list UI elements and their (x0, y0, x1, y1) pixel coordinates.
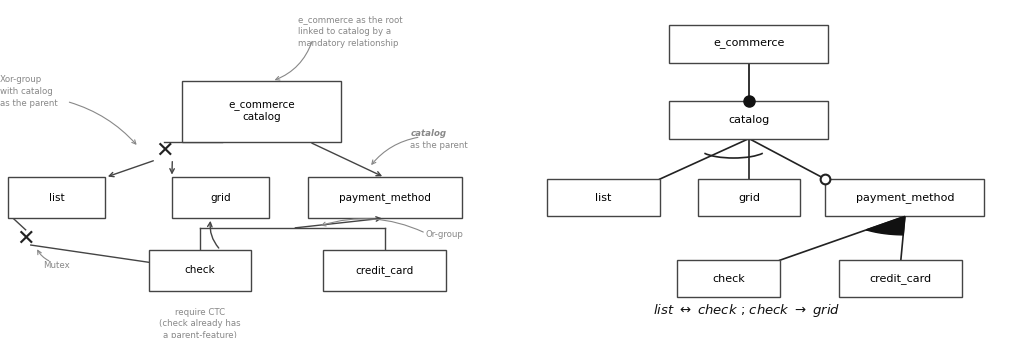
Bar (547, 179, 660, 216)
Text: ✕: ✕ (16, 228, 35, 248)
Text: e_commerce: e_commerce (713, 39, 785, 49)
Text: grid: grid (738, 193, 760, 203)
Bar (669, 101, 828, 139)
Text: payment_method: payment_method (339, 192, 431, 203)
Text: Mutex: Mutex (43, 261, 70, 270)
Text: $\mathit{list}$ $\leftrightarrow$ $\mathit{check}$ ; $\mathit{check}$ $\rightarr: $\mathit{list}$ $\leftrightarrow$ $\math… (654, 303, 840, 319)
Text: payment_method: payment_method (856, 192, 954, 203)
Text: check: check (712, 274, 745, 284)
Text: list: list (595, 193, 611, 203)
Bar (839, 260, 962, 297)
Bar (669, 25, 828, 63)
Bar (149, 250, 251, 291)
Bar (825, 179, 985, 216)
Text: e_commerce as the root
linked to catalog by a
mandatory relationship: e_commerce as the root linked to catalog… (298, 15, 402, 48)
Text: require CTC
(check already has
a parent-feature): require CTC (check already has a parent-… (159, 308, 241, 338)
Text: catalog: catalog (410, 129, 446, 138)
Text: Xor-group
with catalog
as the parent: Xor-group with catalog as the parent (0, 75, 57, 107)
Bar (182, 81, 341, 142)
Bar (677, 260, 780, 297)
Text: credit_card: credit_card (356, 265, 413, 276)
Bar (171, 177, 269, 218)
Text: catalog: catalog (728, 115, 770, 125)
Text: ✕: ✕ (155, 140, 173, 161)
Text: check: check (185, 265, 215, 275)
Polygon shape (866, 216, 905, 235)
Text: as the parent: as the parent (410, 141, 468, 150)
Text: grid: grid (210, 193, 231, 203)
Bar (7, 177, 105, 218)
Bar (308, 177, 462, 218)
Text: list: list (48, 193, 65, 203)
Bar (323, 250, 446, 291)
Bar (698, 179, 800, 216)
Text: credit_card: credit_card (870, 273, 932, 284)
Text: Or-group: Or-group (426, 231, 464, 239)
Text: e_commerce
catalog: e_commerce catalog (229, 101, 294, 122)
